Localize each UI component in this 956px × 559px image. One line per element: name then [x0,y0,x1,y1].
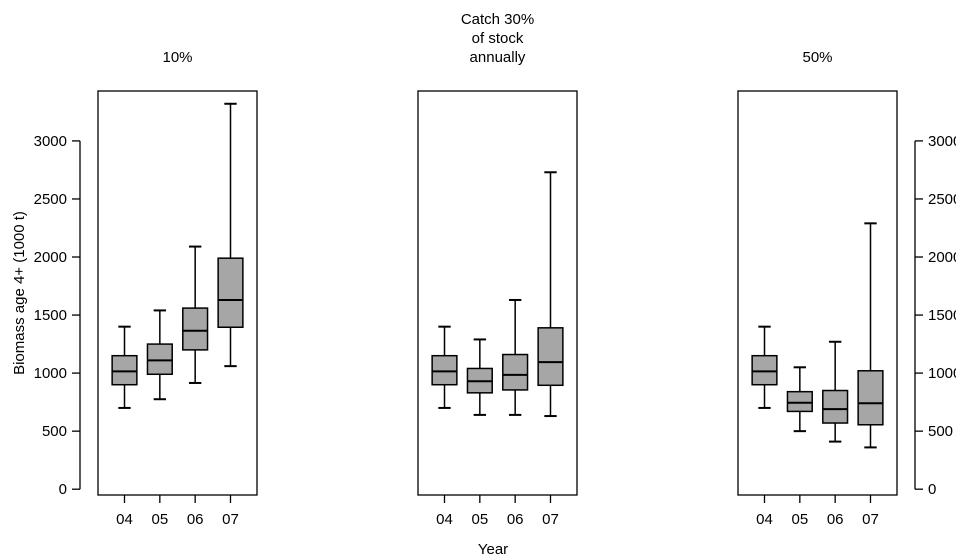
y-tick-label: 0 [59,481,67,498]
y-tick-label: 1500 [34,307,67,324]
x-tick-label: 06 [187,511,204,528]
box-07 [857,222,884,449]
x-tick-label: 05 [151,511,168,528]
x-tick-label: 07 [542,511,559,528]
y-tick-label: 2500 [928,191,956,208]
y-tick-label: 3000 [928,133,956,150]
box-04 [111,325,138,409]
panel-2: Catch 30% of stock annually 04 05 06 07 [417,11,578,528]
box-07 [537,171,564,418]
x-tick-label: 06 [507,511,524,528]
x-tick-label: 06 [827,511,844,528]
y-tick-label: 2000 [34,249,67,266]
x-tick-label: 04 [756,511,773,528]
iqr-box [502,353,529,391]
box-07 [217,102,244,368]
box-06 [822,340,849,443]
y-tick-label: 1000 [928,365,956,382]
box-04 [431,325,458,409]
panel-title: Catch 30% of stock annually [461,11,534,66]
box-05 [146,309,173,401]
iqr-box [537,327,564,387]
y-tick-label: 0 [928,481,936,498]
y-tick-label: 2500 [34,191,67,208]
iqr-box [217,257,244,328]
x-tick-label: 07 [222,511,239,528]
panel-frame [737,90,898,496]
x-tick-label: 04 [436,511,453,528]
iqr-box [111,354,138,386]
panel-title: 50% [802,49,832,66]
iqr-box [751,354,778,386]
panel-title: 10% [162,49,192,66]
y-tick-label: 1000 [34,365,67,382]
iqr-box [822,389,849,424]
y-tick-label: 500 [928,423,953,440]
panel-frame [97,90,258,496]
iqr-box [857,370,884,426]
x-tick-label: 05 [471,511,488,528]
box-05 [786,366,813,433]
y-tick-label: 1500 [928,307,956,324]
y-tick-label: 3000 [34,133,67,150]
iqr-box [786,390,813,413]
box-06 [182,245,209,384]
x-tick-label: 04 [116,511,133,528]
iqr-box [182,307,209,351]
panel-1: 10% 04 05 06 07 0 500 1000 1500 2000 2500 3000 [34,49,258,528]
iqr-box [146,343,173,376]
box-04 [751,325,778,409]
panel-frame [417,90,578,496]
x-tick-label: 05 [791,511,808,528]
y-axis-label: Biomass age 4+ (1000 t) [11,211,28,375]
box-06 [502,298,529,416]
y-tick-label: 2000 [928,249,956,266]
iqr-box [431,354,458,386]
box-05 [466,338,493,416]
y-tick-label: 500 [42,423,67,440]
x-axis-label: Year [478,541,508,558]
panel-3: 50% 04 05 06 07 0 500 1000 1500 2000 2500 3000 [737,49,956,528]
x-tick-label: 07 [862,511,879,528]
